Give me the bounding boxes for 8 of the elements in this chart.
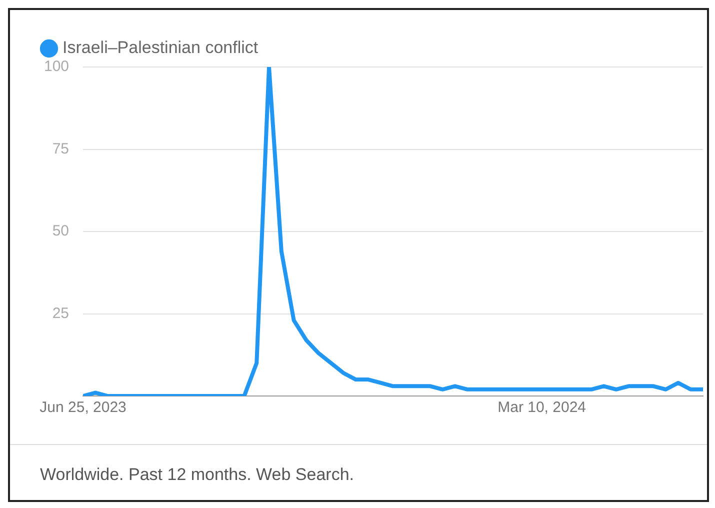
y-tick-label: 50 <box>52 222 70 240</box>
y-tick-label: 25 <box>52 304 70 322</box>
x-tick-label: Jun 25, 2023 <box>40 399 126 416</box>
x-tick-label: Mar 10, 2024 <box>498 399 586 416</box>
y-tick-label: 100 <box>44 58 70 76</box>
y-tick-label: 75 <box>52 140 70 158</box>
legend-label: Israeli–Palestinian conflict <box>62 38 258 58</box>
text: Worldwide. Past 12 months. Web Search. <box>39 464 356 485</box>
